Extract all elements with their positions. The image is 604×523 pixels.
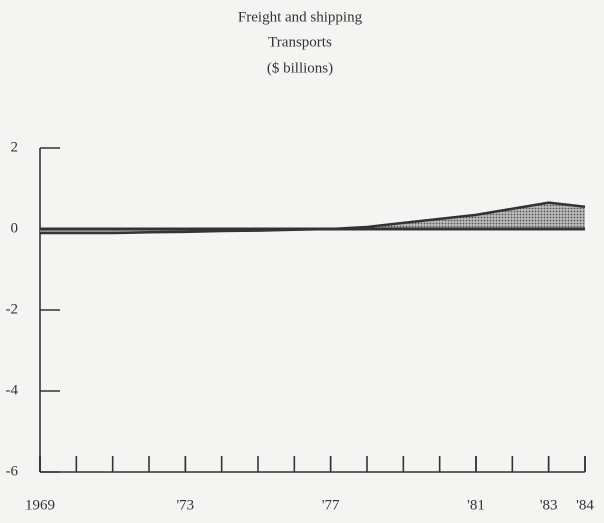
line bbox=[40, 201, 586, 235]
x-tick-label: 1969 bbox=[25, 497, 55, 513]
y-tick-label: -2 bbox=[6, 301, 19, 317]
y-tick-label: 2 bbox=[11, 139, 19, 155]
y-tick-label: 0 bbox=[11, 220, 19, 236]
y-tick-label: -6 bbox=[6, 463, 19, 479]
x-tick-label: '77 bbox=[322, 497, 340, 513]
chart-title: Freight and shipping bbox=[238, 9, 363, 25]
x-tick-label: '83 bbox=[540, 497, 558, 513]
x-tick-label: '81 bbox=[467, 497, 485, 513]
y-tick-label: -4 bbox=[6, 382, 19, 398]
chart-subtitle: ($ billions) bbox=[267, 60, 333, 76]
x-tick-label: '84 bbox=[576, 497, 594, 513]
x-tick-label: '73 bbox=[176, 497, 194, 513]
chart-title: Transports bbox=[268, 34, 332, 50]
area bbox=[40, 202, 585, 234]
